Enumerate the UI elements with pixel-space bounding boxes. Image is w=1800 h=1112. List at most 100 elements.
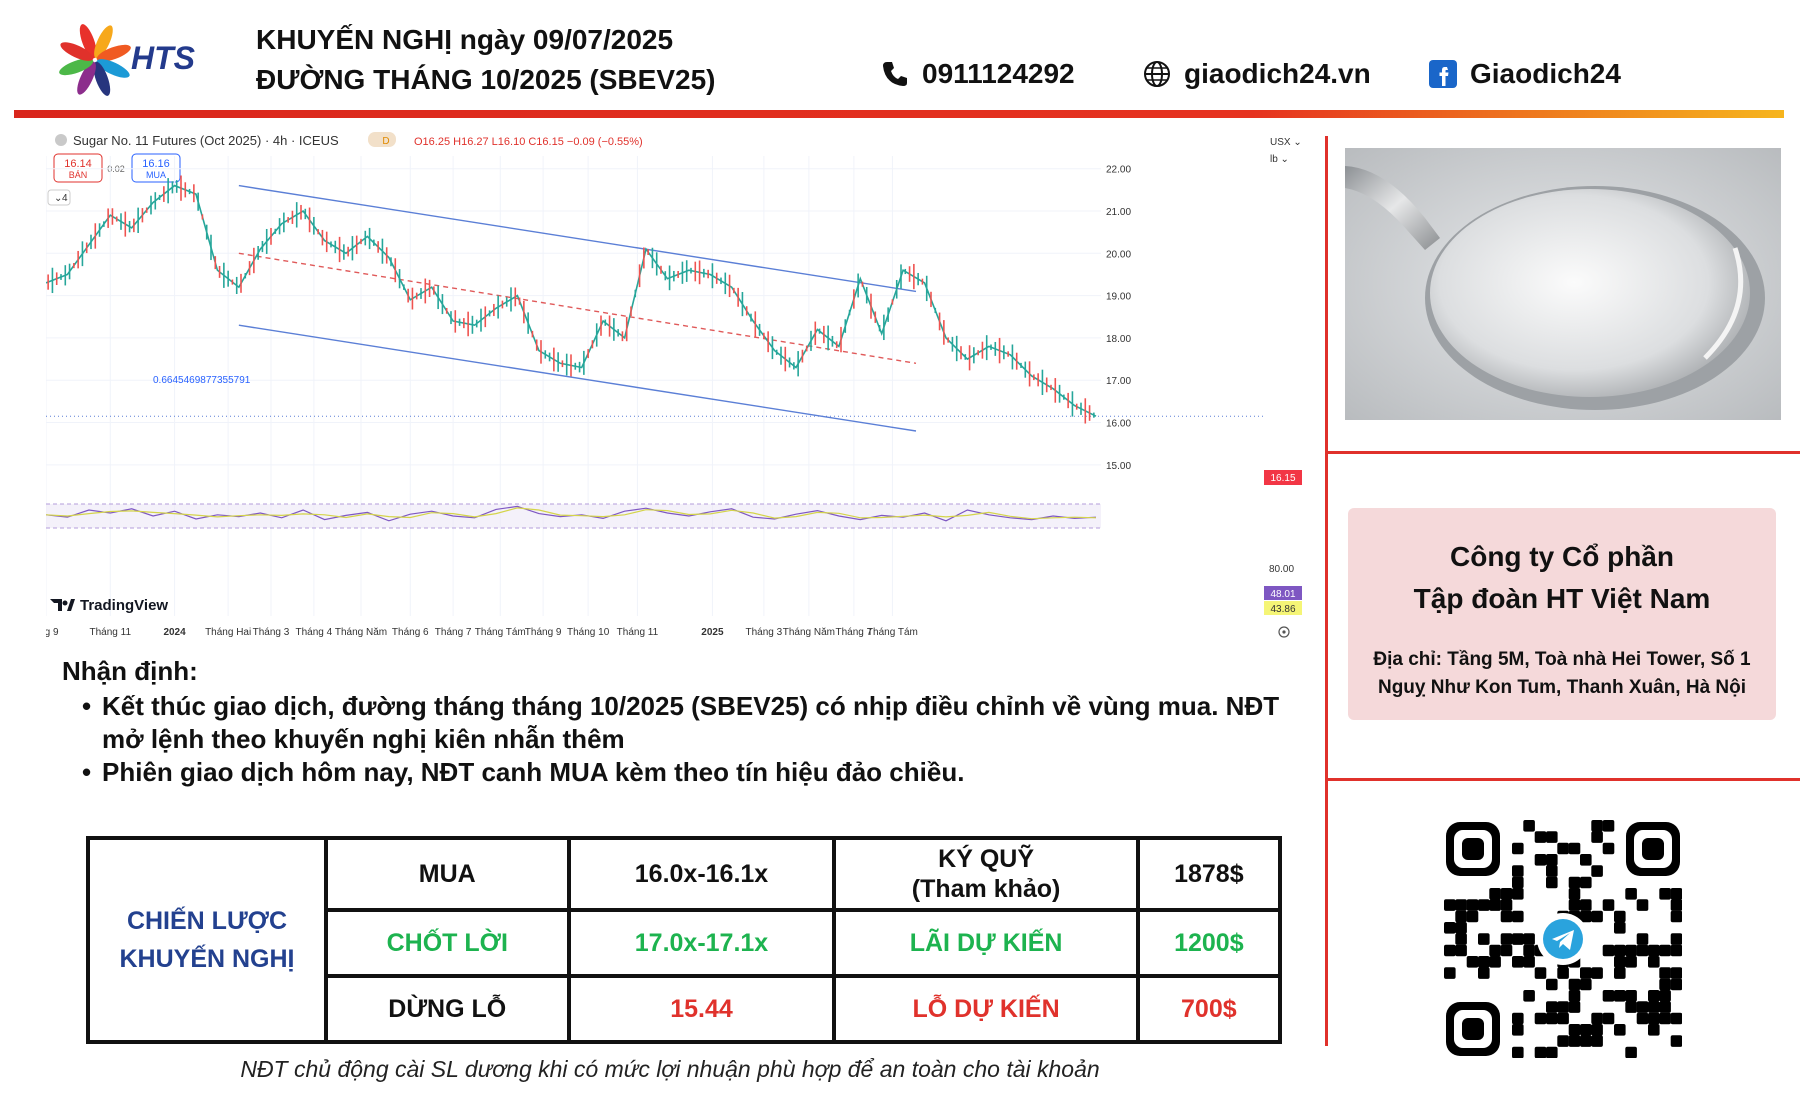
qr-module bbox=[1625, 956, 1637, 968]
qr-module bbox=[1534, 1012, 1547, 1025]
qr-module bbox=[1580, 978, 1592, 991]
telegram-qr-code[interactable] bbox=[1444, 820, 1683, 1059]
telegram-icon bbox=[1543, 919, 1583, 959]
qr-module bbox=[1500, 888, 1513, 900]
y-tick-label: 16.00 bbox=[1106, 419, 1131, 430]
qr-module bbox=[1659, 1012, 1671, 1025]
qr-module bbox=[1523, 820, 1535, 832]
x-tick-label: Tháng Tám bbox=[867, 627, 918, 638]
qr-module bbox=[1648, 944, 1660, 957]
buy-label: MUA bbox=[324, 836, 571, 912]
qr-module bbox=[1614, 967, 1626, 979]
rsi-tag-2-text: 43.86 bbox=[1270, 604, 1295, 615]
qr-module bbox=[1478, 967, 1490, 979]
qr-module bbox=[1602, 899, 1615, 911]
qr-module bbox=[1602, 842, 1615, 855]
x-tick-label: Tháng 3 bbox=[746, 627, 783, 638]
qr-module bbox=[1512, 888, 1524, 900]
facebook-link[interactable]: Giaodich24 bbox=[1428, 58, 1621, 90]
channel-lower-line bbox=[238, 324, 917, 432]
qr-module bbox=[1670, 978, 1683, 991]
facebook-icon bbox=[1429, 60, 1457, 88]
website-text: giaodich24.vn bbox=[1184, 58, 1371, 89]
qr-module bbox=[1489, 899, 1501, 911]
qr-module bbox=[1546, 1046, 1558, 1059]
qr-module bbox=[1580, 899, 1592, 911]
qr-module bbox=[1625, 990, 1637, 1002]
unit-selector[interactable]: lb ⌄ bbox=[1270, 154, 1289, 165]
qr-module bbox=[1591, 820, 1603, 832]
hts-logo bbox=[59, 24, 131, 96]
phone-contact[interactable]: 0911124292 bbox=[880, 58, 1075, 90]
qr-module bbox=[1670, 944, 1683, 957]
company-info: Công ty Cổ phần Tập đoàn HT Việt Nam Địa… bbox=[1348, 508, 1776, 720]
qr-finder-bottom-left bbox=[1446, 1002, 1500, 1056]
qr-module bbox=[1455, 933, 1467, 945]
qr-module bbox=[1580, 1024, 1592, 1036]
qr-module bbox=[1489, 944, 1501, 957]
settings-icon[interactable] bbox=[1278, 626, 1290, 638]
qr-module bbox=[1568, 842, 1581, 855]
qr-module bbox=[1602, 990, 1615, 1002]
qr-module bbox=[1568, 1035, 1581, 1047]
qr-module bbox=[1602, 820, 1615, 832]
qr-module bbox=[1568, 990, 1581, 1002]
x-tick-label: Tháng 11 bbox=[90, 627, 132, 638]
fib-level-label: 0.6645469877355791 bbox=[153, 375, 251, 386]
qr-module bbox=[1602, 1012, 1615, 1025]
take-profit-value: 17.0x-17.1x bbox=[566, 908, 837, 978]
rsi-tag-2 bbox=[1264, 601, 1302, 615]
website-link[interactable]: giaodich24.vn bbox=[1142, 58, 1371, 90]
qr-module bbox=[1546, 978, 1558, 991]
qr-module bbox=[1614, 1024, 1626, 1036]
qr-module bbox=[1523, 933, 1535, 945]
rsi-tag-1 bbox=[1264, 586, 1302, 600]
qr-module bbox=[1591, 865, 1603, 877]
qr-module bbox=[1534, 1046, 1547, 1059]
x-tick-label: Tháng Năm bbox=[335, 627, 387, 638]
qr-module bbox=[1557, 1001, 1569, 1013]
symbol-icon bbox=[55, 134, 67, 146]
buy-button[interactable] bbox=[131, 153, 181, 183]
qr-module bbox=[1614, 944, 1626, 957]
expected-loss-label: LỖ DỰ KIẾN bbox=[832, 974, 1140, 1044]
qr-module bbox=[1512, 1046, 1524, 1059]
last-price-tag bbox=[1264, 470, 1302, 485]
strategy-label-line2: KHUYẾN NGHỊ bbox=[119, 945, 295, 973]
y-tick-label: 18.00 bbox=[1106, 334, 1131, 345]
qr-module bbox=[1444, 922, 1456, 934]
qr-module bbox=[1580, 876, 1592, 889]
x-tick-label: Tháng 7 bbox=[435, 627, 472, 638]
commentary-bullet-1: Kết thúc giao dịch, đường tháng tháng 10… bbox=[82, 690, 1322, 756]
logo-text: HTS bbox=[131, 40, 195, 76]
chevron-down-icon: ⌄ bbox=[54, 193, 62, 204]
qr-finder-top-right bbox=[1626, 822, 1680, 876]
last-price-tag-text: 16.15 bbox=[1270, 473, 1295, 484]
qr-module bbox=[1670, 899, 1683, 911]
session-badge-text: D bbox=[382, 136, 389, 147]
price-layer bbox=[46, 175, 1097, 424]
globe-icon bbox=[1144, 61, 1170, 87]
qr-module bbox=[1523, 990, 1535, 1002]
sell-price: 16.14 bbox=[64, 158, 92, 170]
indicator-toggle[interactable] bbox=[47, 189, 71, 206]
qr-module bbox=[1648, 1012, 1660, 1025]
x-tick-label: Tháng 3 bbox=[253, 627, 290, 638]
qr-module bbox=[1512, 933, 1524, 945]
rsi-layer bbox=[46, 503, 1101, 529]
qr-module bbox=[1478, 956, 1490, 968]
qr-module bbox=[1489, 956, 1501, 968]
sell-button[interactable] bbox=[53, 153, 103, 183]
qr-module bbox=[1478, 899, 1490, 911]
x-tick-label: Tháng 4 bbox=[296, 627, 333, 638]
qr-module bbox=[1557, 842, 1569, 855]
report-title: KHUYẾN NGHỊ ngày 09/07/2025 bbox=[256, 24, 674, 55]
side-divider-1 bbox=[1325, 451, 1800, 454]
company-name-line2: Tập đoàn HT Việt Nam bbox=[1413, 583, 1711, 614]
currency-selector[interactable]: USX ⌄ bbox=[1270, 137, 1302, 148]
qr-module bbox=[1534, 831, 1547, 843]
buy-label: MUA bbox=[146, 170, 166, 180]
phone-number: 0911124292 bbox=[922, 58, 1075, 89]
qr-module bbox=[1625, 1046, 1637, 1059]
sugar-spoon-image bbox=[1345, 148, 1781, 420]
